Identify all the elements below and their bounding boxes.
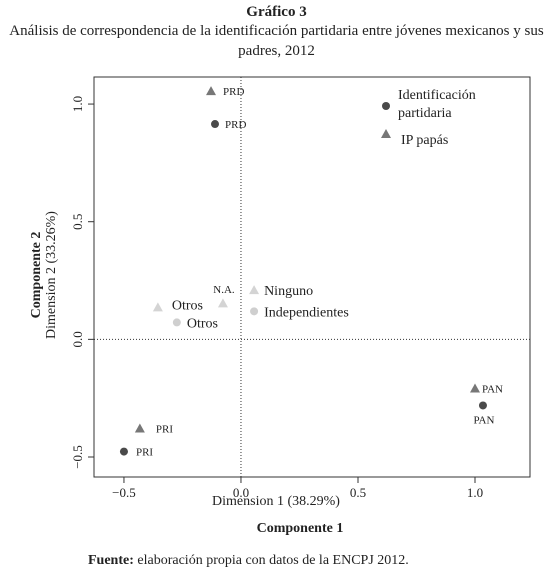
point [134, 423, 145, 433]
point-label: Ninguno [264, 284, 313, 299]
point-label: Independientes [264, 305, 349, 320]
point [119, 447, 128, 456]
point-label: N.A. [213, 284, 235, 296]
x-axis-label: Dimension 1 (38.29%) [212, 494, 340, 509]
point [172, 318, 181, 327]
y-tick-label: 1.0 [70, 96, 85, 112]
point-label: PRD [223, 86, 244, 98]
legend-label: IP papás [401, 133, 448, 148]
legend-box: Identificación partidaria [398, 88, 476, 121]
point [210, 120, 219, 129]
x-tick-label: 0.5 [350, 485, 366, 500]
y-axis-label: Dimension 2 (33.26%) [44, 211, 59, 339]
point [250, 307, 259, 316]
figure-label: Gráfico 3 [246, 4, 307, 20]
chart-title: Análisis de correspondencia de la identi… [9, 23, 544, 59]
x-axis-title: Componente 1 [257, 521, 344, 536]
x-tick-label: 1.0 [467, 485, 483, 500]
point [249, 285, 260, 295]
y-tick-label: 0.0 [70, 331, 85, 347]
point [478, 401, 487, 410]
source-text: elaboración propia con datos de la ENCPJ… [137, 553, 409, 568]
source-label: Fuente: [88, 553, 134, 568]
y-tick-label: −0.5 [70, 445, 85, 469]
point [470, 383, 481, 393]
legend-marker [381, 129, 391, 138]
point-label: PAN [482, 383, 503, 395]
y-tick-label: 0.5 [70, 214, 85, 230]
point [152, 302, 163, 312]
plot-frame [93, 76, 531, 478]
y-axis-title: Componente 2 [29, 232, 44, 319]
point-label: PRI [136, 446, 153, 458]
point [206, 86, 217, 96]
point-label: Otros [172, 298, 203, 313]
point-label: PRD [225, 119, 246, 131]
legend-label: Identificación partidaria [398, 88, 476, 121]
x-tick-label: −0.5 [112, 485, 136, 500]
point-label: PAN [473, 414, 494, 426]
source-note: Fuente: elaboración propia con datos de … [88, 553, 409, 569]
point-label: Otros [187, 316, 218, 331]
point-label: PRI [156, 423, 173, 435]
legend-marker [382, 102, 390, 110]
x-tick-label: 0.0 [233, 485, 249, 500]
point [217, 298, 228, 308]
